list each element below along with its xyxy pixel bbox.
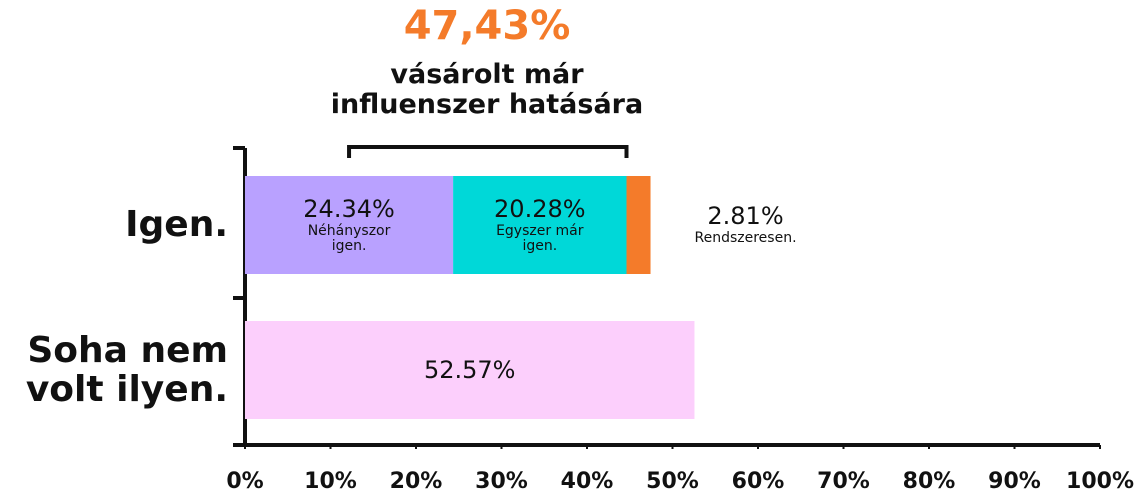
annotation-value: 47,43% <box>403 3 571 49</box>
segment-label: 52.57% <box>390 356 550 384</box>
bar-segment <box>453 176 627 274</box>
bracket <box>347 145 629 158</box>
value-label: 2.81% <box>707 202 784 230</box>
x-tick-label: 50% <box>646 469 699 494</box>
x-tick-label: 70% <box>817 469 870 494</box>
x-tick-label: 30% <box>475 469 528 494</box>
bar-segment <box>245 176 454 274</box>
bar-segment <box>626 176 651 274</box>
y-tick-label: Soha nem volt ilyen. <box>25 329 228 411</box>
value-label: 24.34% <box>303 194 395 223</box>
annotation-text: vásárolt már influenszer hatására <box>330 59 644 120</box>
x-tick-label: 90% <box>988 469 1041 494</box>
segment-name: Rendszeresen. <box>694 230 797 247</box>
y-tick-label: Igen. <box>125 204 228 245</box>
bar-segment <box>245 321 695 419</box>
segment-name: Néhányszor igen. <box>307 222 391 255</box>
value-label: 52.57% <box>423 356 516 384</box>
x-tick-label: 20% <box>389 469 443 494</box>
x-tick-label: 100% <box>1066 469 1134 494</box>
segment-label: 24.34% Néhányszor igen. <box>269 194 429 255</box>
segment-name: Egyszer már igen. <box>496 222 584 255</box>
x-tick-label: 0% <box>226 469 264 494</box>
segment-label: 20.28% Egyszer már igen. <box>460 194 620 255</box>
x-tick-label: 10% <box>304 469 357 494</box>
segment-label: 2.81% Rendszeresen. <box>666 203 826 247</box>
x-tick-label: 40% <box>560 469 614 494</box>
value-label: 20.28% <box>494 194 586 223</box>
x-tick-label: 60% <box>731 469 785 494</box>
x-tick-label: 80% <box>902 469 956 494</box>
